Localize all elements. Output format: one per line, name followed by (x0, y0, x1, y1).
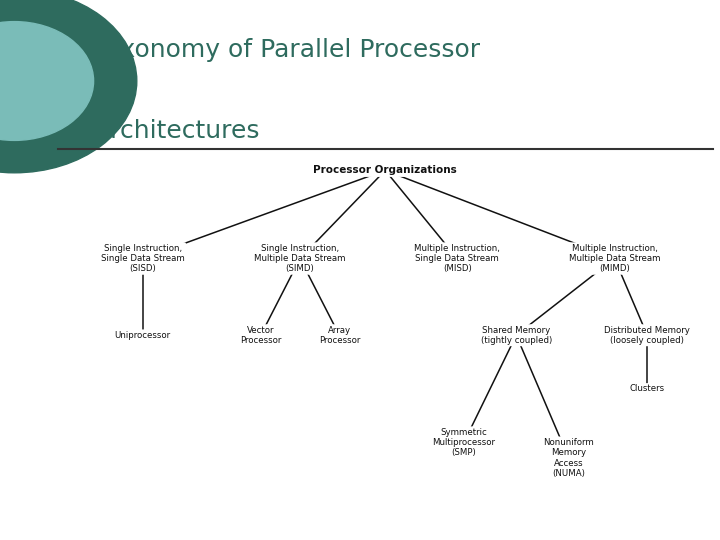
Text: Vector
Processor: Vector Processor (240, 326, 282, 345)
Text: Taxonomy of Parallel Processor: Taxonomy of Parallel Processor (94, 38, 480, 62)
Text: Single Instruction,
Single Data Stream
(SISD): Single Instruction, Single Data Stream (… (101, 244, 184, 273)
Text: Multiple Instruction,
Multiple Data Stream
(MIMD): Multiple Instruction, Multiple Data Stre… (569, 244, 660, 273)
Text: Shared Memory
(tightly coupled): Shared Memory (tightly coupled) (481, 326, 552, 345)
Text: Multiple Instruction,
Single Data Stream
(MISD): Multiple Instruction, Single Data Stream… (414, 244, 500, 273)
Text: Nonuniform
Memory
Access
(NUMA): Nonuniform Memory Access (NUMA) (544, 438, 594, 478)
Text: Distributed Memory
(loosely coupled): Distributed Memory (loosely coupled) (604, 326, 690, 345)
Text: Clusters: Clusters (630, 384, 665, 394)
Circle shape (0, 22, 94, 140)
Text: Architectures: Architectures (94, 119, 260, 143)
Text: Array
Processor: Array Processor (319, 326, 360, 345)
Circle shape (0, 0, 137, 173)
Text: Processor Organizations: Processor Organizations (313, 165, 457, 176)
Text: Uniprocessor: Uniprocessor (114, 330, 171, 340)
Text: Symmetric
Multiprocessor
(SMP): Symmetric Multiprocessor (SMP) (432, 428, 495, 457)
Text: Single Instruction,
Multiple Data Stream
(SIMD): Single Instruction, Multiple Data Stream… (254, 244, 346, 273)
